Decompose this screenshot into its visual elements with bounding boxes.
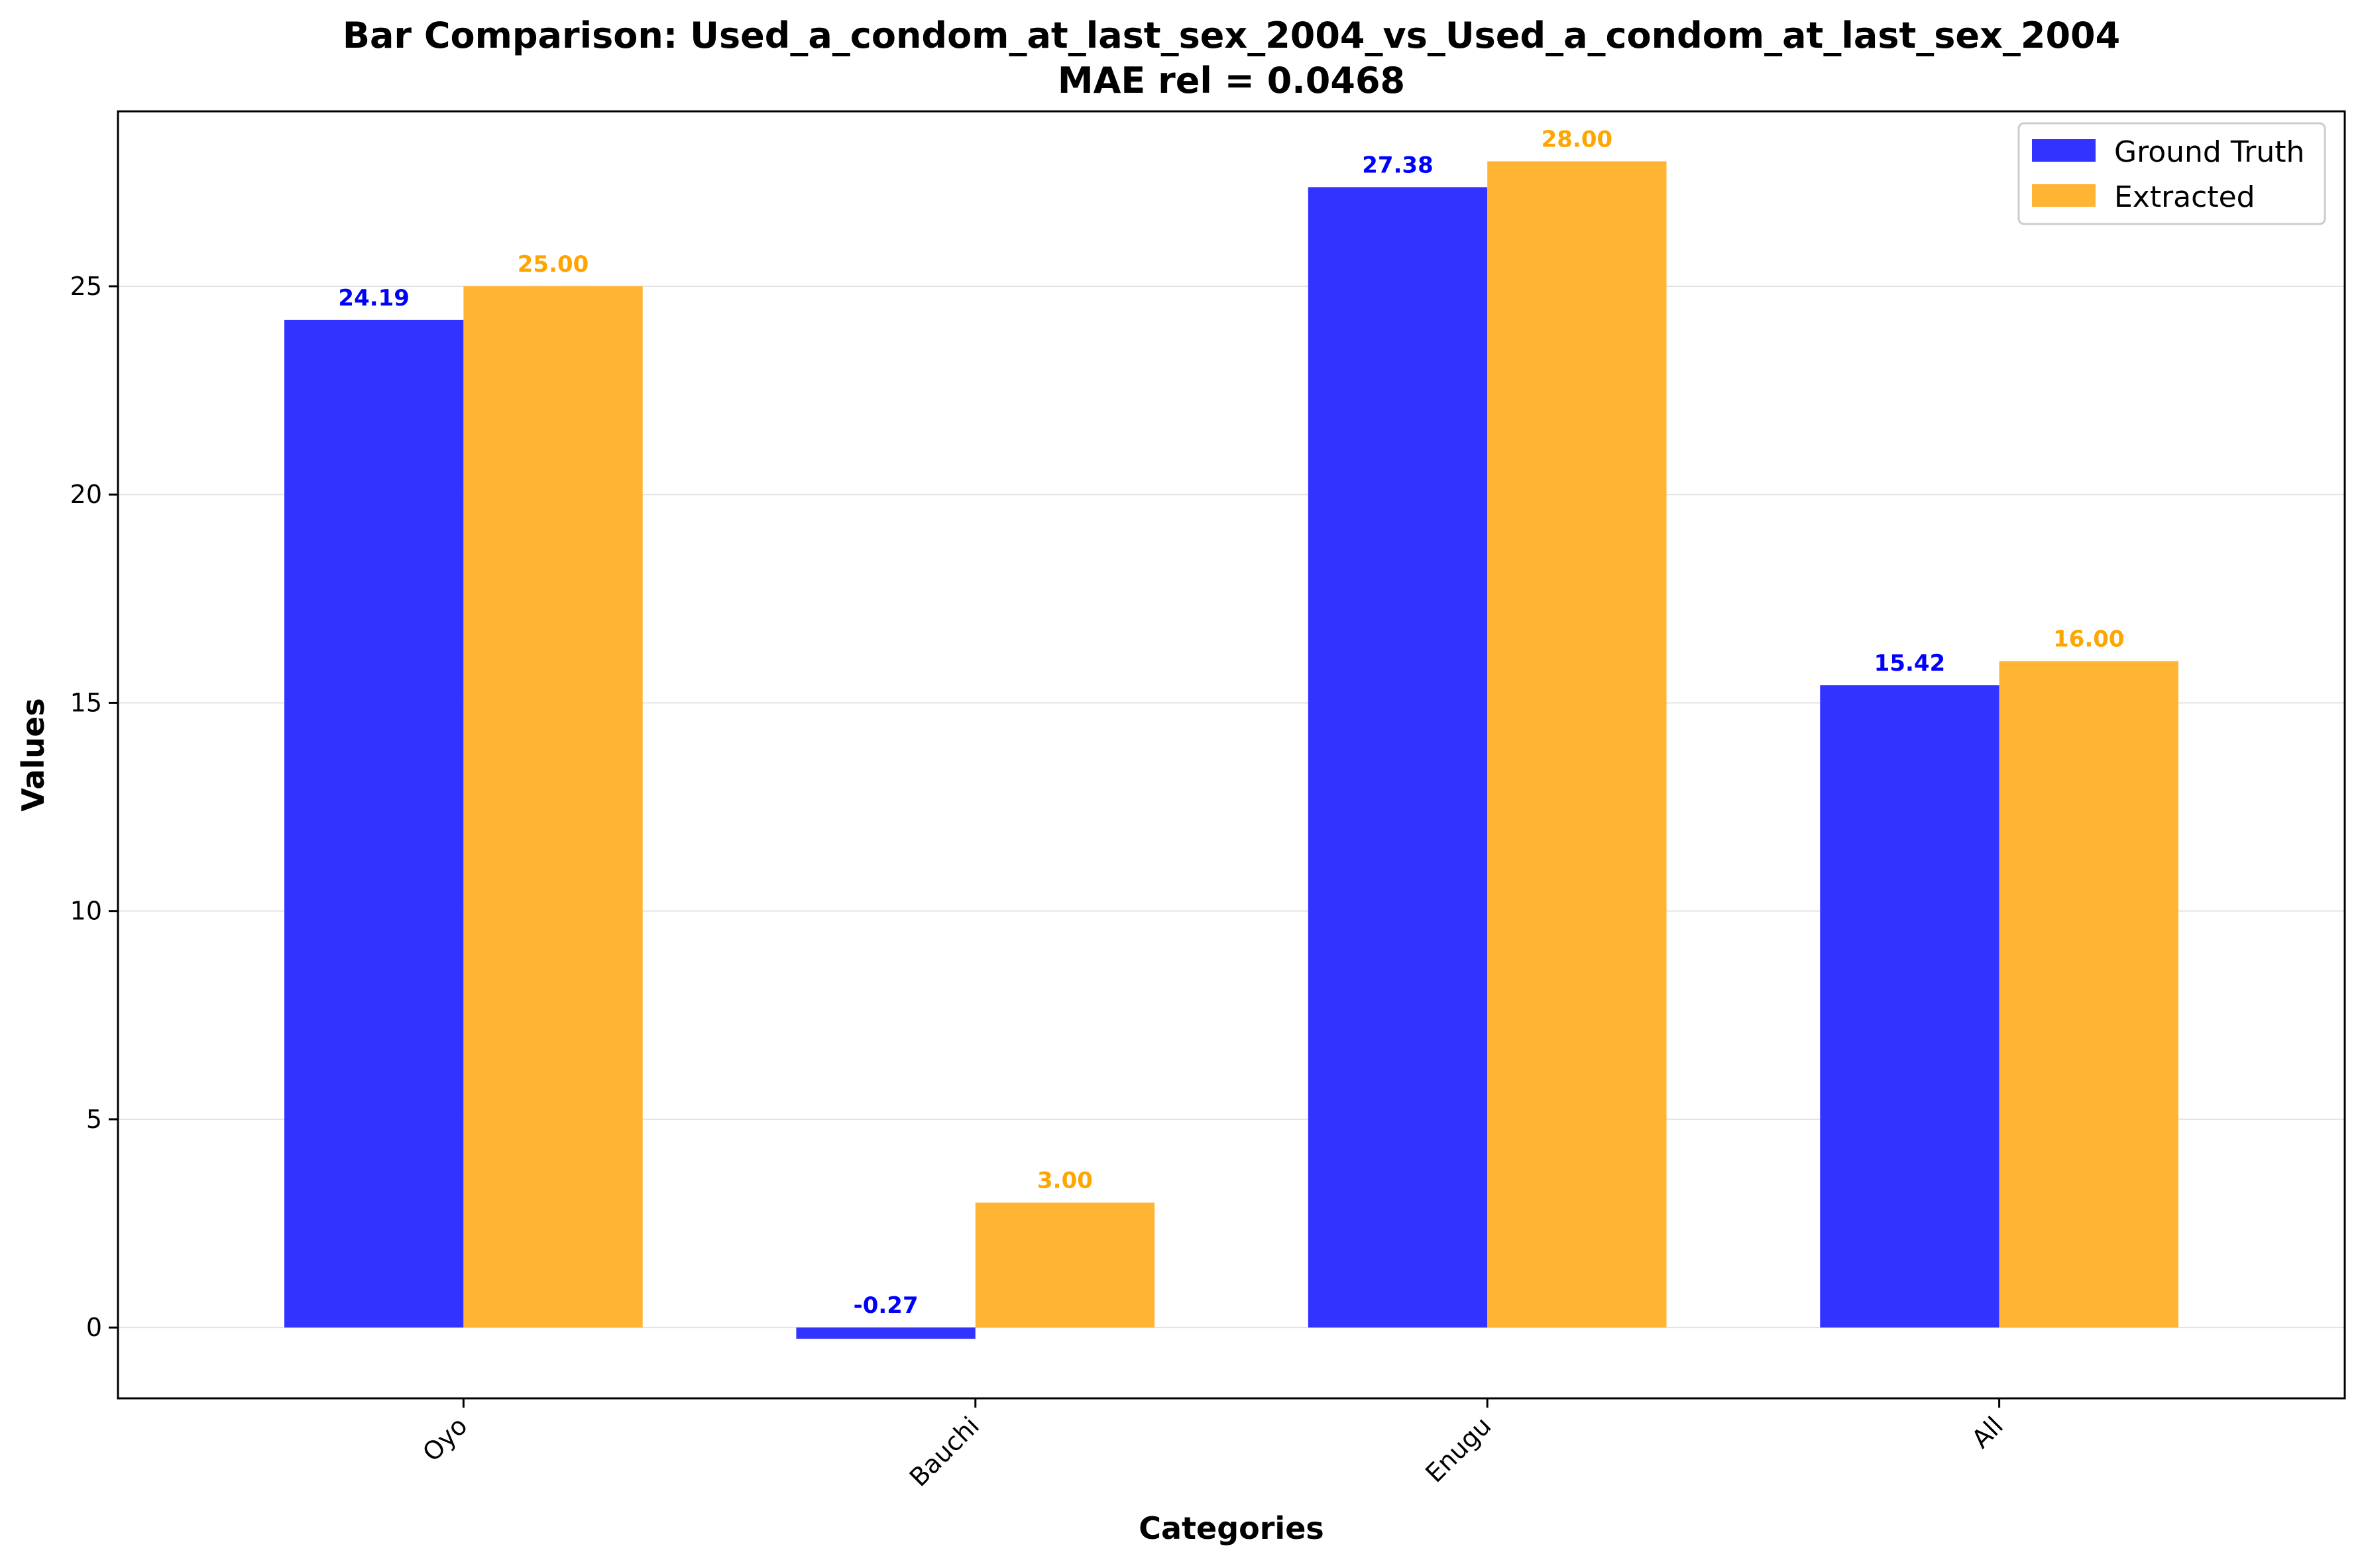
y-tick-label: 25 — [70, 272, 102, 301]
data-label: 16.00 — [2053, 626, 2125, 653]
bar-extracted-all — [1999, 661, 2178, 1328]
y-axis-title: Values — [15, 698, 51, 811]
y-tick-label: 15 — [70, 688, 102, 717]
bars — [284, 161, 2178, 1339]
legend-swatch-ground-truth — [2032, 139, 2096, 162]
data-label: 24.19 — [338, 285, 410, 311]
legend-label-extracted: Extracted — [2114, 180, 2255, 214]
bar-ground-truth-enugu — [1308, 187, 1488, 1328]
bar-ground-truth-bauchi — [796, 1327, 976, 1339]
chart-title: Bar Comparison: Used_a_condom_at_last_se… — [343, 15, 2120, 56]
data-label: -0.27 — [854, 1292, 919, 1319]
legend-label-ground-truth: Ground Truth — [2114, 135, 2304, 169]
data-label: 3.00 — [1037, 1168, 1093, 1194]
y-tick-label: 0 — [86, 1313, 102, 1342]
data-label: 27.38 — [1362, 152, 1434, 178]
bar-ground-truth-all — [1820, 685, 1999, 1328]
data-label: 15.42 — [1874, 650, 1946, 677]
bar-extracted-enugu — [1487, 161, 1667, 1328]
data-labels: 24.19 -0.27 27.38 15.42 25.00 3.00 28.00 16.00 — [338, 126, 2124, 1319]
y-axis-ticks: 0 5 10 15 20 25 — [70, 272, 118, 1342]
y-tick-label: 5 — [86, 1105, 102, 1134]
legend: Ground Truth Extracted — [2017, 122, 2326, 225]
y-tick-label: 10 — [70, 897, 102, 926]
chart-subtitle: MAE rel = 0.0468 — [1058, 60, 1405, 101]
bar-extracted-bauchi — [975, 1202, 1155, 1328]
data-label: 28.00 — [1542, 126, 1613, 152]
data-label: 25.00 — [518, 251, 589, 278]
bar-extracted-oyo — [463, 286, 643, 1328]
plot-frame — [117, 110, 2346, 1400]
legend-swatch-extracted — [2032, 184, 2096, 207]
y-tick-label: 20 — [70, 480, 102, 509]
bar-ground-truth-oyo — [284, 319, 464, 1328]
x-axis-title: Categories — [1139, 1510, 1324, 1546]
